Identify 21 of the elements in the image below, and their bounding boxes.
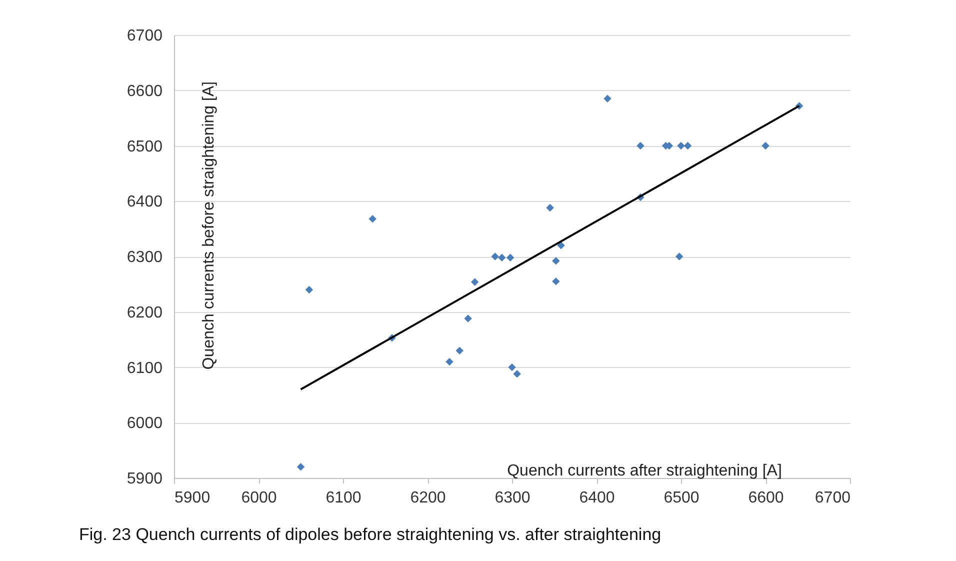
y-tick-label: 5900 xyxy=(126,470,163,488)
x-tick-label: 6400 xyxy=(579,490,615,506)
x-tick-label: 6300 xyxy=(494,490,530,506)
y-tick-label: 6000 xyxy=(126,415,163,432)
y-tick-label: 6600 xyxy=(126,82,163,100)
y-tick-label: 6500 xyxy=(126,138,163,156)
x-axis-title: Quench currents after straightening [A] xyxy=(507,462,782,480)
x-tick-label: 6100 xyxy=(326,490,362,506)
x-tick-label: 6600 xyxy=(748,490,784,506)
x-tick-label: 6000 xyxy=(241,490,277,506)
y-tick-label: 6200 xyxy=(126,304,163,322)
x-tick-label: 5900 xyxy=(174,490,210,506)
y-tick-label: 6100 xyxy=(126,360,163,377)
caption: Fig. 23 Quench currents of dipoles before straightening vs. after straightening xyxy=(79,525,662,544)
x-tick-label: 6200 xyxy=(410,490,446,506)
y-axis-title: Quench currents before straightening [A] xyxy=(200,81,218,370)
x-tick-label: 6700 xyxy=(814,490,851,506)
y-tick-label: 6400 xyxy=(126,194,163,211)
y-tick-label: 6300 xyxy=(126,249,163,266)
x-tick-label: 6500 xyxy=(664,490,700,506)
y-tick-label: 6700 xyxy=(126,28,163,44)
